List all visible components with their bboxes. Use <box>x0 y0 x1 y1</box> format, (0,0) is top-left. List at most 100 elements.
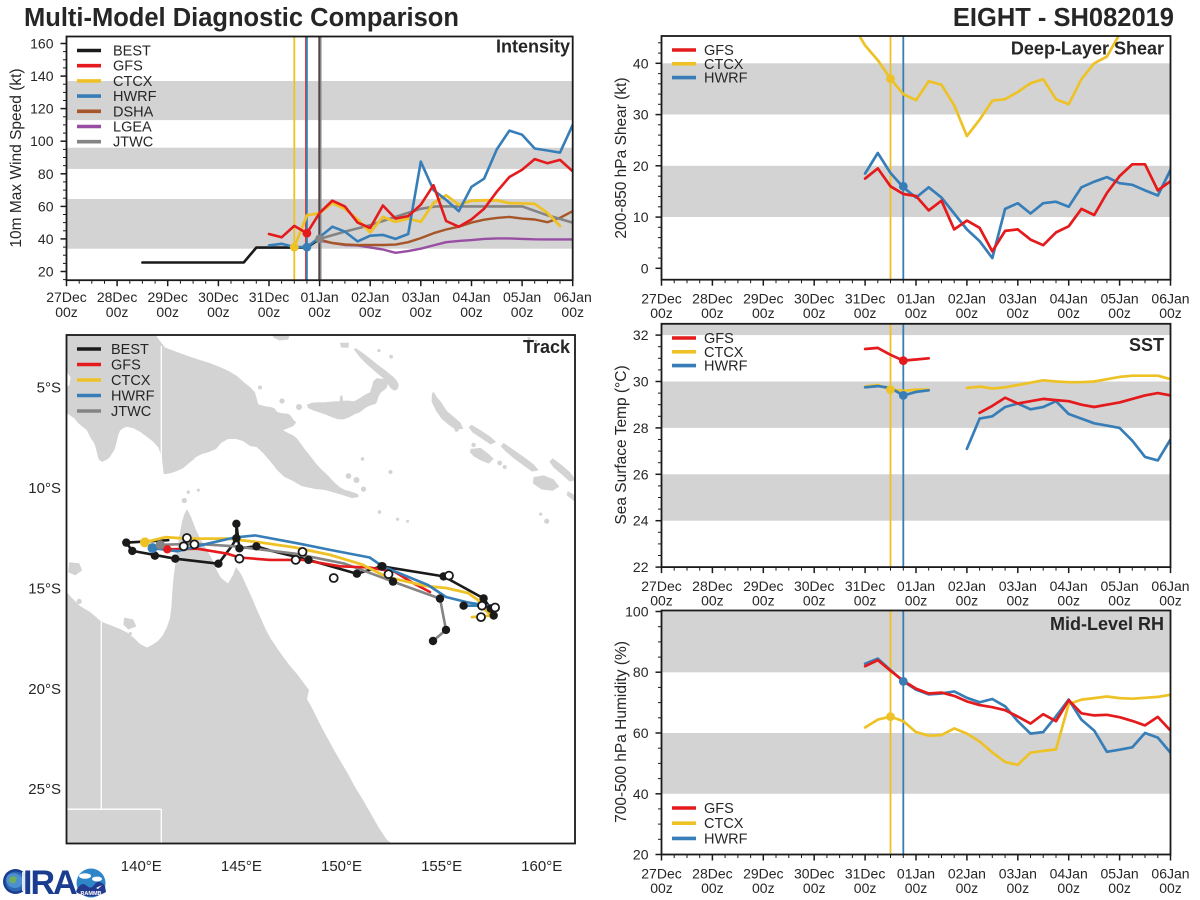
svg-text:60: 60 <box>38 198 54 214</box>
svg-text:40: 40 <box>38 231 54 247</box>
svg-text:CTCX: CTCX <box>704 345 744 361</box>
svg-text:GFS: GFS <box>704 331 734 347</box>
svg-text:00z: 00z <box>854 305 877 321</box>
svg-text:CTCX: CTCX <box>111 373 151 389</box>
svg-text:29Dec: 29Dec <box>743 866 783 882</box>
svg-text:30Dec: 30Dec <box>794 578 834 594</box>
svg-text:06Jan: 06Jan <box>1151 578 1189 594</box>
svg-text:GFS: GFS <box>704 801 734 817</box>
svg-text:120: 120 <box>30 101 54 117</box>
svg-text:00z: 00z <box>701 593 724 609</box>
svg-text:28Dec: 28Dec <box>692 291 732 307</box>
svg-text:30: 30 <box>633 107 649 123</box>
svg-text:Deep-Layer Shear: Deep-Layer Shear <box>1011 39 1164 59</box>
svg-text:EIGHT - SH082019: EIGHT - SH082019 <box>953 4 1174 32</box>
svg-text:00z: 00z <box>308 304 331 320</box>
svg-text:HWRF: HWRF <box>704 71 748 87</box>
svg-text:31Dec: 31Dec <box>845 291 885 307</box>
svg-text:00z: 00z <box>905 593 928 609</box>
svg-text:15°S: 15°S <box>28 580 61 597</box>
svg-text:01Jan: 01Jan <box>897 866 935 882</box>
svg-text:02Jan: 02Jan <box>948 291 986 307</box>
svg-text:145°E: 145°E <box>221 858 262 875</box>
svg-text:00z: 00z <box>1108 880 1131 896</box>
svg-text:GFS: GFS <box>113 59 143 75</box>
svg-text:30Dec: 30Dec <box>794 866 834 882</box>
svg-text:01Jan: 01Jan <box>301 289 339 305</box>
svg-text:28: 28 <box>633 420 649 436</box>
svg-text:03Jan: 03Jan <box>999 291 1037 307</box>
svg-text:DSHA: DSHA <box>113 104 154 120</box>
svg-text:01Jan: 01Jan <box>897 578 935 594</box>
svg-text:GFS: GFS <box>111 358 141 374</box>
svg-text:29Dec: 29Dec <box>147 289 187 305</box>
svg-text:00z: 00z <box>650 305 673 321</box>
svg-text:40: 40 <box>633 786 649 802</box>
svg-text:00z: 00z <box>1007 880 1030 896</box>
svg-text:27Dec: 27Dec <box>641 291 681 307</box>
svg-text:00z: 00z <box>854 593 877 609</box>
svg-text:00z: 00z <box>1159 593 1182 609</box>
svg-text:00z: 00z <box>1057 880 1080 896</box>
svg-text:02Jan: 02Jan <box>948 578 986 594</box>
svg-text:00z: 00z <box>258 304 281 320</box>
svg-text:00z: 00z <box>956 305 979 321</box>
svg-text:CTCX: CTCX <box>704 816 744 832</box>
svg-text:80: 80 <box>38 166 54 182</box>
svg-text:GFS: GFS <box>704 43 734 59</box>
svg-text:00z: 00z <box>803 593 826 609</box>
svg-text:LGEA: LGEA <box>113 120 152 136</box>
svg-text:05Jan: 05Jan <box>503 289 541 305</box>
svg-text:00z: 00z <box>905 880 928 896</box>
svg-text:IRA: IRA <box>23 864 77 900</box>
svg-text:27Dec: 27Dec <box>641 866 681 882</box>
svg-text:06Jan: 06Jan <box>554 289 592 305</box>
svg-text:30: 30 <box>633 374 649 390</box>
svg-text:00z: 00z <box>410 304 433 320</box>
svg-text:Track: Track <box>523 337 571 357</box>
svg-text:28Dec: 28Dec <box>97 289 137 305</box>
svg-text:20: 20 <box>633 847 649 863</box>
svg-text:29Dec: 29Dec <box>743 578 783 594</box>
svg-text:CTCX: CTCX <box>113 74 153 90</box>
svg-text:10: 10 <box>633 209 649 225</box>
svg-text:00z: 00z <box>854 880 877 896</box>
svg-text:00z: 00z <box>701 305 724 321</box>
svg-text:5°S: 5°S <box>37 380 61 397</box>
svg-text:28Dec: 28Dec <box>692 866 732 882</box>
svg-text:05Jan: 05Jan <box>1101 866 1139 882</box>
svg-text:00z: 00z <box>1057 305 1080 321</box>
svg-text:00z: 00z <box>650 593 673 609</box>
svg-text:HWRF: HWRF <box>704 359 748 375</box>
svg-text:00z: 00z <box>1108 593 1131 609</box>
svg-text:200-850 hPa Shear (kt): 200-850 hPa Shear (kt) <box>613 77 630 238</box>
svg-text:00z: 00z <box>1007 593 1030 609</box>
svg-text:04Jan: 04Jan <box>452 289 490 305</box>
svg-text:10°S: 10°S <box>28 480 61 497</box>
svg-text:00z: 00z <box>650 880 673 896</box>
svg-text:00z: 00z <box>803 880 826 896</box>
svg-text:30Dec: 30Dec <box>198 289 238 305</box>
svg-text:30Dec: 30Dec <box>794 291 834 307</box>
svg-text:00z: 00z <box>207 304 230 320</box>
svg-text:24: 24 <box>633 513 649 529</box>
svg-text:03Jan: 03Jan <box>999 578 1037 594</box>
svg-text:00z: 00z <box>156 304 179 320</box>
svg-text:26: 26 <box>633 466 649 482</box>
svg-text:04Jan: 04Jan <box>1050 291 1088 307</box>
svg-text:00z: 00z <box>1057 593 1080 609</box>
svg-text:JTWC: JTWC <box>111 404 151 420</box>
svg-text:Multi-Model Diagnostic Compari: Multi-Model Diagnostic Comparison <box>24 4 459 32</box>
svg-text:28Dec: 28Dec <box>692 578 732 594</box>
svg-text:100: 100 <box>30 133 54 149</box>
svg-text:HWRF: HWRF <box>111 389 155 405</box>
svg-text:00z: 00z <box>359 304 382 320</box>
svg-text:700-500 hPa Humidity (%): 700-500 hPa Humidity (%) <box>613 641 630 823</box>
svg-text:155°E: 155°E <box>421 858 462 875</box>
svg-text:BEST: BEST <box>111 342 149 358</box>
svg-text:60: 60 <box>633 725 649 741</box>
svg-text:31Dec: 31Dec <box>845 578 885 594</box>
svg-text:160°E: 160°E <box>521 858 562 875</box>
svg-text:00z: 00z <box>460 304 483 320</box>
svg-text:29Dec: 29Dec <box>743 291 783 307</box>
